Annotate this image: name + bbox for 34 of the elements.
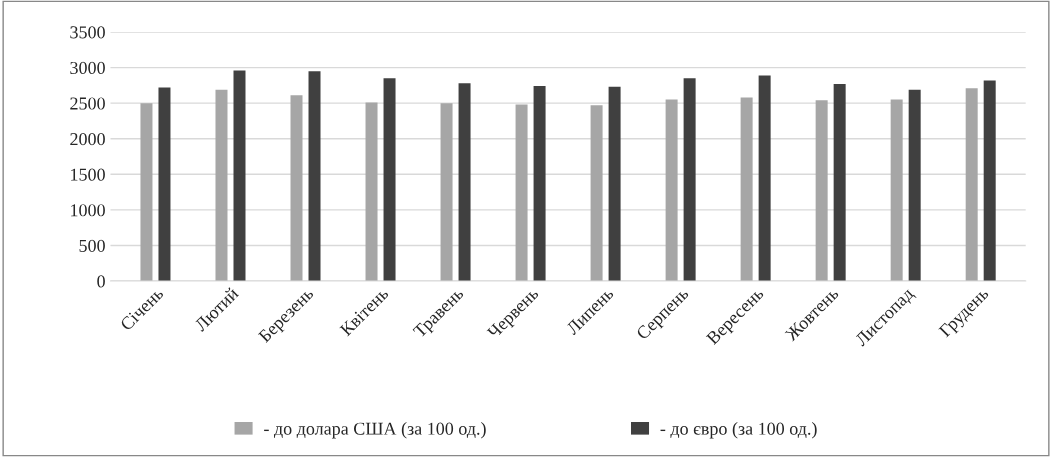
y-tick-label: 0: [97, 275, 105, 288]
bar: [740, 97, 753, 282]
bar: [590, 105, 603, 282]
bar: [908, 89, 921, 282]
bar: [140, 103, 153, 282]
y-tick-label: 1500: [71, 168, 105, 181]
bar: [215, 89, 228, 282]
bar: [515, 104, 528, 282]
bar: [158, 87, 171, 282]
bar: [983, 80, 996, 282]
bar: [440, 103, 453, 282]
bar: [758, 75, 771, 282]
y-tick-label: 3000: [70, 61, 105, 75]
bar: [683, 78, 696, 282]
y-tick-label: 2500: [70, 97, 105, 110]
bar: [365, 102, 378, 282]
y-tick-label: 2000: [70, 132, 105, 146]
bar: [308, 71, 321, 282]
bar: [665, 99, 678, 282]
legend-label: - до долара США (за 100 од.): [264, 422, 486, 439]
bar: [533, 86, 546, 282]
bar: [608, 86, 621, 282]
y-tick-label: 3500: [70, 26, 105, 39]
y-tick-label: 1000: [71, 204, 105, 217]
bar: [383, 78, 396, 282]
bar: [890, 99, 903, 282]
bar: [233, 70, 246, 282]
legend-label: - до євро (за 100 од.): [660, 422, 817, 439]
bar: [290, 95, 303, 282]
bar: [458, 83, 471, 282]
y-tick-label: 500: [79, 239, 105, 252]
bar: [833, 83, 846, 282]
bar: [965, 88, 978, 282]
bar: [815, 100, 828, 282]
